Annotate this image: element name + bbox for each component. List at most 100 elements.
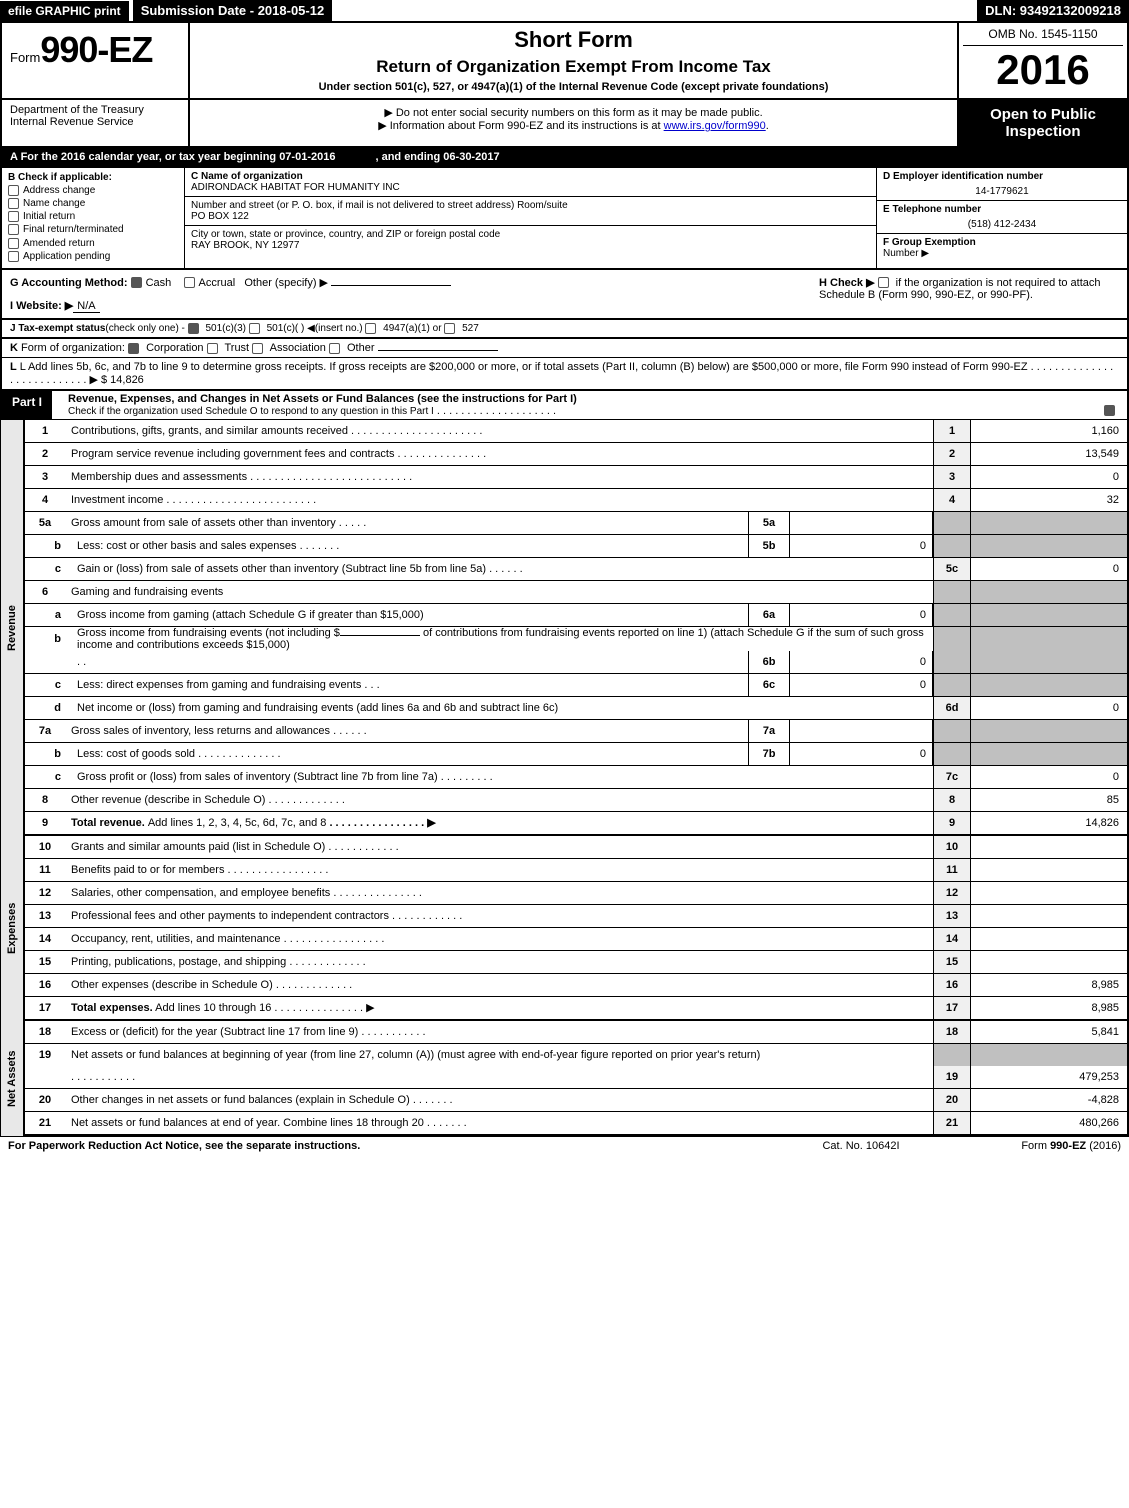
header-row-2: Department of the TreasuryInternal Reven… [0, 100, 1129, 148]
ein: 14-1779621 [883, 182, 1121, 197]
col-d: D Employer identification number 14-1779… [877, 168, 1127, 268]
line-6a: aGross income from gaming (attach Schedu… [25, 604, 1129, 627]
line-15: 15Printing, publications, postage, and s… [25, 951, 1129, 974]
line-1-box: 1 [933, 420, 971, 442]
line-20: 20Other changes in net assets or fund ba… [25, 1089, 1129, 1112]
chk-address-change[interactable]: Address change [8, 185, 178, 196]
line-6d: dNet income or (loss) from gaming and fu… [25, 697, 1129, 720]
chk-527[interactable] [444, 323, 455, 334]
line-7c: cGross profit or (loss) from sales of in… [25, 766, 1129, 789]
g-label: G Accounting Method: [10, 277, 128, 289]
section-a: A For the 2016 calendar year, or tax yea… [0, 148, 1129, 168]
section-a-end: , and ending 06-30-2017 [375, 151, 499, 163]
chk-501c3[interactable] [188, 323, 199, 334]
chk-final-return[interactable]: Final return/terminated [8, 224, 178, 235]
col-b-label: B Check if applicable: [8, 172, 178, 183]
line-16: 16Other expenses (describe in Schedule O… [25, 974, 1129, 997]
line-19-text: 19Net assets or fund balances at beginni… [25, 1044, 1129, 1066]
short-form-label: Short Form [198, 27, 949, 53]
line-4: 4Investment income . . . . . . . . . . .… [25, 489, 1129, 512]
section-a-text: A For the 2016 calendar year, or tax yea… [10, 151, 335, 163]
other-org-input[interactable] [378, 350, 498, 351]
chk-501c[interactable] [249, 323, 260, 334]
grp-label: F Group Exemption [883, 237, 976, 248]
h-label: H Check ▶ [819, 277, 875, 289]
header-row-1: Form990-EZ Short Form Return of Organiza… [0, 23, 1129, 100]
chk-schedule-o[interactable] [1104, 405, 1115, 416]
line-11: 11Benefits paid to or for members . . . … [25, 859, 1129, 882]
chk-application-pending[interactable]: Application pending [8, 251, 178, 262]
chk-initial-return[interactable]: Initial return [8, 211, 178, 222]
chk-4947[interactable] [365, 323, 376, 334]
footer: For Paperwork Reduction Act Notice, see … [0, 1136, 1129, 1155]
addr: PO BOX 122 [191, 211, 870, 222]
line-21: 21Net assets or fund balances at end of … [25, 1112, 1129, 1136]
line-18: 18Excess or (deficit) for the year (Subt… [25, 1021, 1129, 1044]
line-1: 1 Contributions, gifts, grants, and simi… [25, 420, 1129, 443]
open-to-public: Open to PublicInspection [959, 100, 1127, 146]
info-grid: B Check if applicable: Address change Na… [0, 168, 1129, 270]
tel: (518) 412-2434 [883, 215, 1121, 230]
line-3: 3Membership dues and assessments . . . .… [25, 466, 1129, 489]
chk-assoc[interactable] [252, 343, 263, 354]
revenue-label: Revenue [0, 420, 25, 836]
submission-date: Submission Date - 2018-05-12 [133, 0, 333, 21]
line-8: 8Other revenue (describe in Schedule O) … [25, 789, 1129, 812]
line-12: 12Salaries, other compensation, and empl… [25, 882, 1129, 905]
line-2: 2Program service revenue including gover… [25, 443, 1129, 466]
form-number: 990-EZ [40, 29, 152, 70]
row-l-amt: ▶ $ 14,826 [89, 374, 143, 386]
chk-other[interactable] [329, 343, 340, 354]
row-l-text: L Add lines 5b, 6c, and 7b to line 9 to … [20, 361, 1028, 373]
header-center: Short Form Return of Organization Exempt… [190, 23, 959, 98]
omb-number: OMB No. 1545-1150 [963, 27, 1123, 46]
line-13: 13Professional fees and other payments t… [25, 905, 1129, 928]
org-name: ADIRONDACK HABITAT FOR HUMANITY INC [191, 182, 870, 193]
chk-corp[interactable] [128, 343, 139, 354]
addr-row: Number and street (or P. O. box, if mail… [185, 197, 876, 226]
line-7b: bLess: cost of goods sold . . . . . . . … [25, 743, 1129, 766]
row-l: L L Add lines 5b, 6c, and 7b to line 9 t… [0, 358, 1129, 391]
org-name-row: C Name of organization ADIRONDACK HABITA… [185, 168, 876, 197]
chk-h[interactable] [878, 277, 889, 288]
line-19: . . . . . . . . . . .19479,253 [25, 1066, 1129, 1089]
chk-name-change[interactable]: Name change [8, 198, 178, 209]
instr-line-1: ▶ Do not enter social security numbers o… [198, 106, 949, 119]
i-label: I Website: ▶ [10, 300, 73, 312]
city-label: City or town, state or province, country… [191, 229, 870, 240]
line-num-1: 1 [25, 425, 65, 437]
line-6b-text: bGross income from fundraising events (n… [25, 627, 1129, 651]
instr-line-2: ▶ Information about Form 990-EZ and its … [198, 119, 949, 132]
footer-left: For Paperwork Reduction Act Notice, see … [8, 1140, 761, 1152]
chk-amended-return[interactable]: Amended return [8, 238, 178, 249]
irs-link[interactable]: www.irs.gov/form990 [664, 120, 766, 132]
row-k: K Form of organization: Corporation Trus… [0, 339, 1129, 358]
line-6c: cLess: direct expenses from gaming and f… [25, 674, 1129, 697]
form-number-box: Form990-EZ [2, 23, 190, 98]
chk-trust[interactable] [207, 343, 218, 354]
return-title: Return of Organization Exempt From Incom… [198, 57, 949, 77]
line-1-amt: 1,160 [971, 420, 1127, 442]
chk-cash[interactable] [131, 277, 142, 288]
chk-accrual[interactable] [184, 277, 195, 288]
part-1-header: Part I Revenue, Expenses, and Changes in… [0, 391, 1129, 420]
other-specify-input[interactable] [331, 285, 451, 286]
ein-row: D Employer identification number 14-1779… [877, 168, 1127, 201]
grp-row: F Group Exemption Number ▶ [877, 234, 1127, 262]
line-5b: bLess: cost or other basis and sales exp… [25, 535, 1129, 558]
efile-print-button[interactable]: efile GRAPHIC print [0, 1, 129, 21]
tel-label: E Telephone number [883, 204, 1121, 215]
line-6: 6Gaming and fundraising events [25, 581, 1129, 604]
city: RAY BROOK, NY 12977 [191, 240, 870, 251]
tel-row: E Telephone number (518) 412-2434 [877, 201, 1127, 234]
city-row: City or town, state or province, country… [185, 226, 876, 254]
line-17: 17Total expenses. Add lines 10 through 1… [25, 997, 1129, 1021]
row-j: J Tax-exempt status(check only one) - 50… [0, 320, 1129, 339]
dept-box: Department of the TreasuryInternal Reven… [2, 100, 190, 146]
expenses-label: Expenses [0, 836, 25, 1021]
line-10: 10Grants and similar amounts paid (list … [25, 836, 1129, 859]
line-5c: cGain or (loss) from sale of assets othe… [25, 558, 1129, 581]
line-5a: 5aGross amount from sale of assets other… [25, 512, 1129, 535]
col-c: C Name of organization ADIRONDACK HABITA… [185, 168, 877, 268]
line-6b: . . 6b0 [25, 651, 1129, 674]
